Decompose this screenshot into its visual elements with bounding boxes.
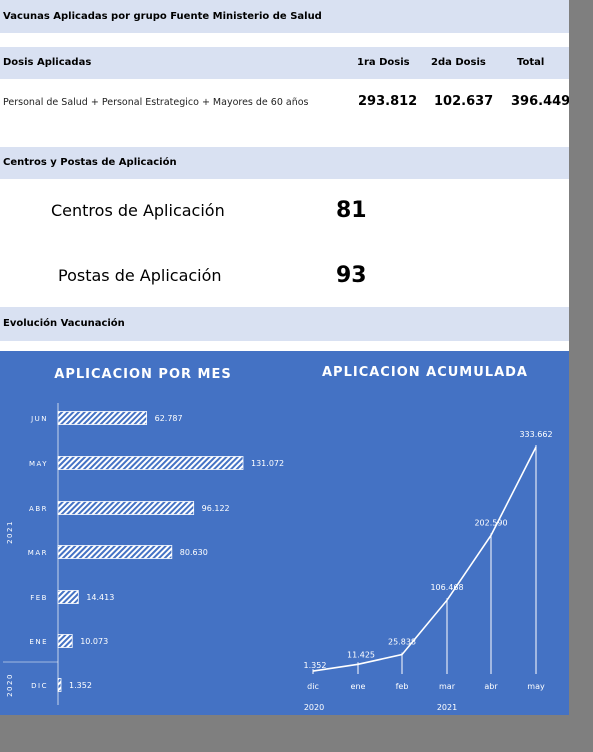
bar [57, 634, 73, 648]
bar-category-label: DIC [31, 682, 48, 690]
doses-row-first: 293.812 [358, 94, 418, 109]
doses-section-label: Dosis Aplicadas [3, 57, 92, 68]
bar [57, 411, 148, 425]
centros-label: Centros de Aplicación [51, 201, 225, 220]
cumulative-line [312, 446, 537, 672]
page: Vacunas Aplicadas por grupo Fuente Minis… [0, 0, 569, 715]
line-category-label: may [527, 682, 545, 691]
postas-value: 93 [336, 263, 367, 288]
centros-value: 81 [336, 198, 367, 223]
bar-category-label: JUN [30, 415, 48, 423]
bar-chart: JUN 62.787 MAY 131.072 ABR 96.122 MAR 80.630 FEB… [3, 403, 284, 705]
line-data-label: 106.468 [430, 583, 463, 592]
col-second-dose: 2da Dosis [431, 57, 486, 68]
bar-data-label: 62.787 [155, 414, 183, 423]
line-chart-title: APLICACION ACUMULADA [322, 365, 528, 380]
bar [57, 501, 195, 515]
bar-data-label: 10.073 [80, 637, 108, 646]
line-data-label: 333.662 [519, 430, 552, 439]
evolution-section-label: Evolución Vacunación [0, 307, 569, 341]
postas-label: Postas de Aplicación [58, 266, 222, 285]
bar [57, 678, 62, 692]
doses-row-second: 102.637 [434, 94, 494, 109]
report-title: Vacunas Aplicadas por grupo Fuente Minis… [0, 0, 569, 33]
line-category-label: dic [307, 682, 319, 691]
line-data-label: 25.838 [388, 638, 416, 647]
bar-category-label: MAR [28, 549, 48, 557]
charts-svg: APLICACION POR MES APLICACION ACUMULADA … [3, 365, 553, 712]
charts-panel: APLICACION POR MES APLICACION ACUMULADA … [0, 351, 569, 715]
bar-data-label: 1.352 [69, 681, 92, 690]
bar-data-label: 96.122 [202, 504, 230, 513]
centers-section-label: Centros y Postas de Aplicación [0, 147, 569, 179]
doses-row-total: 396.449 [511, 94, 569, 109]
bar-year-label: 2021 [6, 520, 14, 544]
bar-category-label: MAY [29, 460, 48, 468]
line-year-label: 2021 [437, 703, 457, 712]
line-year-label: 2020 [304, 703, 324, 712]
doses-row-label: Personal de Salud + Personal Estrategico… [3, 97, 309, 108]
bar-category-label: ABR [29, 505, 48, 513]
line-data-label: 11.425 [347, 650, 375, 659]
line-data-label: 202.590 [474, 518, 507, 527]
line-category-label: abr [484, 682, 498, 691]
line-category-label: feb [396, 682, 409, 691]
bar-data-label: 131.072 [251, 459, 284, 468]
line-data-label: 1.352 [304, 661, 327, 670]
bar [57, 456, 244, 470]
bar-data-label: 14.413 [86, 593, 114, 602]
line-category-label: mar [439, 682, 456, 691]
bar-year-label: 2020 [6, 673, 14, 697]
bar-chart-title: APLICACION POR MES [54, 367, 231, 382]
bar [57, 590, 79, 604]
col-total: Total [517, 57, 545, 68]
col-first-dose: 1ra Dosis [357, 57, 410, 68]
line-chart: 1.352 dic 11.425 ene 25.838 feb 106.468 mar 202.… [304, 430, 553, 712]
line-category-label: ene [351, 682, 366, 691]
bar [57, 545, 173, 559]
bar-category-label: ENE [29, 638, 48, 646]
bar-category-label: FEB [30, 594, 48, 602]
bar-data-label: 80.630 [180, 548, 208, 557]
doses-header-band: Dosis Aplicadas 1ra Dosis 2da Dosis Tota… [0, 47, 569, 79]
